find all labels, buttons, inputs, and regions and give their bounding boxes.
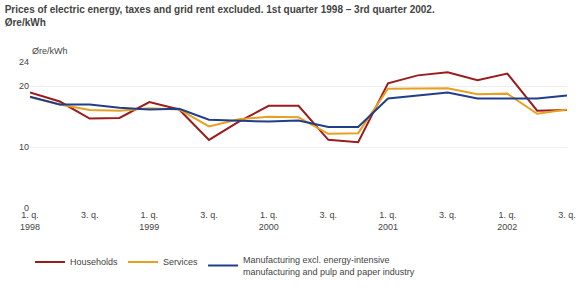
- svg-text:1. q.2001: 1. q.2001: [378, 210, 398, 232]
- svg-text:3. q.: 3. q.: [320, 210, 338, 220]
- svg-text:20: 20: [19, 81, 29, 91]
- svg-text:10: 10: [19, 142, 29, 152]
- svg-text:1. q.2002: 1. q.2002: [497, 210, 517, 232]
- svg-text:Prices of electric energy, tax: Prices of electric energy, taxes and gri…: [5, 4, 435, 28]
- svg-text:1. q.1998: 1. q.1998: [20, 210, 40, 232]
- svg-text:Øre/kWh: Øre/kWh: [32, 46, 68, 56]
- svg-text:24: 24: [19, 57, 29, 67]
- svg-text:Services: Services: [163, 257, 198, 267]
- svg-text:3. q.: 3. q.: [81, 210, 99, 220]
- svg-text:1. q.2000: 1. q.2000: [259, 210, 279, 232]
- svg-text:Manufacturing excl. energy-int: Manufacturing excl. energy-intensivemanu…: [243, 255, 415, 277]
- svg-text:1. q.1999: 1. q.1999: [139, 210, 159, 232]
- svg-text:3. q.: 3. q.: [200, 210, 218, 220]
- svg-text:Households: Households: [70, 257, 118, 267]
- svg-text:3. q.: 3. q.: [439, 210, 457, 220]
- svg-text:3. q.: 3. q.: [558, 210, 576, 220]
- svg-text:0: 0: [24, 203, 29, 213]
